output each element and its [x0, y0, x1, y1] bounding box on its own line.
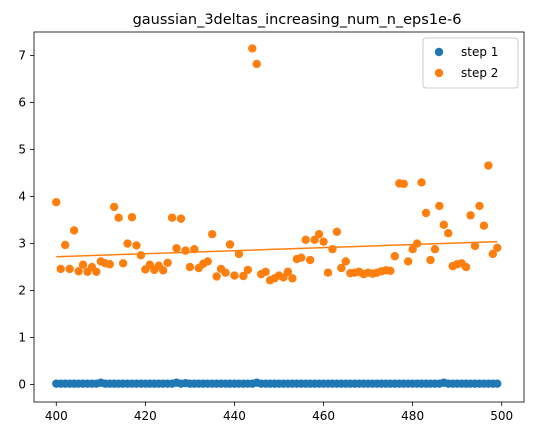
data-point-series-2 [390, 252, 400, 261]
trend-line [56, 240, 498, 258]
data-point-series-2 [341, 257, 351, 266]
data-point-series-2 [319, 237, 328, 246]
data-point-series-2 [230, 271, 239, 280]
data-point-series-2 [248, 44, 257, 53]
data-point-series-2 [314, 229, 324, 239]
data-point-series-2 [261, 267, 270, 276]
data-point-series-2 [221, 268, 230, 277]
data-point-series-2 [207, 229, 217, 239]
data-point-series-2 [52, 197, 61, 207]
data-point-series-2 [412, 239, 422, 248]
y-tick-label: 2 [18, 284, 26, 298]
data-point-series-2 [56, 264, 65, 274]
data-point-series-2 [426, 255, 435, 265]
data-point-series-2 [123, 239, 132, 248]
data-point-series-2 [114, 213, 123, 222]
legend-box [422, 37, 519, 89]
data-point-series-2 [484, 161, 493, 170]
data-point-series-2 [181, 246, 190, 255]
data-point-series-2 [225, 240, 235, 249]
data-point-series-2 [239, 271, 248, 281]
data-point-series-2 [185, 262, 195, 272]
data-point-series-2 [488, 249, 498, 259]
x-tick-label: 500 [490, 409, 513, 423]
data-point-series-1 [493, 379, 502, 388]
data-point-series-2 [127, 213, 137, 222]
y-tick-label: 4 [18, 190, 26, 204]
y-tick-label: 1 [18, 331, 26, 345]
data-point-series-2 [421, 208, 431, 218]
data-point-series-2 [109, 202, 119, 212]
x-tick-label: 440 [223, 409, 246, 423]
y-tick-label: 3 [18, 237, 26, 251]
legend-label: step 1 [461, 45, 498, 59]
data-point-series-2 [252, 59, 261, 69]
data-point-series-2 [337, 263, 346, 273]
y-tick-label: 7 [18, 49, 26, 63]
data-point-series-2 [69, 226, 79, 235]
x-tick-label: 460 [312, 409, 335, 423]
data-point-series-2 [479, 221, 489, 230]
y-tick-label: 0 [18, 378, 26, 392]
data-point-series-2 [65, 264, 74, 274]
data-point-series-2 [163, 258, 172, 268]
data-point-series-2 [475, 201, 484, 211]
data-point-series-2 [243, 265, 253, 275]
data-point-series-2 [305, 255, 315, 265]
data-point-series-2 [60, 240, 70, 250]
data-point-series-2 [118, 259, 128, 268]
data-point-series-2 [212, 272, 221, 281]
data-point-series-2 [297, 253, 306, 262]
legend-marker [434, 47, 444, 57]
data-point-series-2 [301, 235, 310, 245]
data-point-series-2 [78, 260, 88, 269]
data-point-series-2 [167, 213, 177, 222]
data-point-series-2 [172, 244, 181, 253]
data-point-series-2 [158, 266, 168, 275]
x-tick-label: 420 [134, 409, 157, 423]
data-point-series-2 [203, 257, 212, 266]
data-point-series-2 [74, 267, 83, 276]
data-point-series-2 [444, 229, 453, 238]
data-point-series-2 [493, 243, 502, 252]
x-tick-label: 400 [45, 409, 68, 423]
data-point-series-2 [132, 241, 141, 250]
data-point-series-2 [417, 178, 426, 187]
legend: step 1 step 2 [422, 37, 519, 89]
data-point-series-2 [234, 249, 244, 259]
legend-label: step 2 [461, 66, 498, 80]
data-point-series-2 [435, 201, 444, 211]
y-tick-label: 6 [18, 96, 26, 110]
chart-title: gaussian_3deltas_increasing_num_n_eps1e-… [133, 12, 462, 28]
data-point-series-2 [466, 211, 475, 220]
data-point-series-2 [92, 267, 101, 276]
data-point-series-2 [105, 260, 114, 269]
data-point-series-2 [288, 274, 297, 283]
data-point-series-2 [323, 268, 333, 277]
data-point-series-2 [283, 267, 293, 276]
data-point-series-2 [136, 251, 146, 260]
data-point-series-2 [470, 241, 480, 251]
data-point-series-2 [332, 227, 342, 237]
x-tick-label: 480 [401, 409, 424, 423]
data-point-series-2 [403, 257, 413, 266]
data-point-series-2 [439, 220, 449, 229]
y-tick-label: 5 [18, 143, 26, 157]
data-point-series-2 [310, 235, 319, 245]
data-point-series-2 [399, 179, 408, 189]
data-point-series-2 [279, 273, 288, 282]
data-point-series-2 [461, 262, 471, 272]
data-point-series-2 [408, 245, 417, 254]
legend-marker [434, 68, 444, 78]
axes-frame [33, 31, 525, 403]
data-point-series-2 [386, 266, 395, 276]
data-point-series-2 [430, 245, 440, 254]
series-1 [52, 378, 502, 388]
data-point-series-2 [176, 214, 186, 223]
data-point-series-2 [328, 245, 337, 254]
plot-area [52, 44, 502, 388]
axes: 400 420 440 460 480 500 0 1 2 3 4 5 6 7 [18, 31, 525, 423]
